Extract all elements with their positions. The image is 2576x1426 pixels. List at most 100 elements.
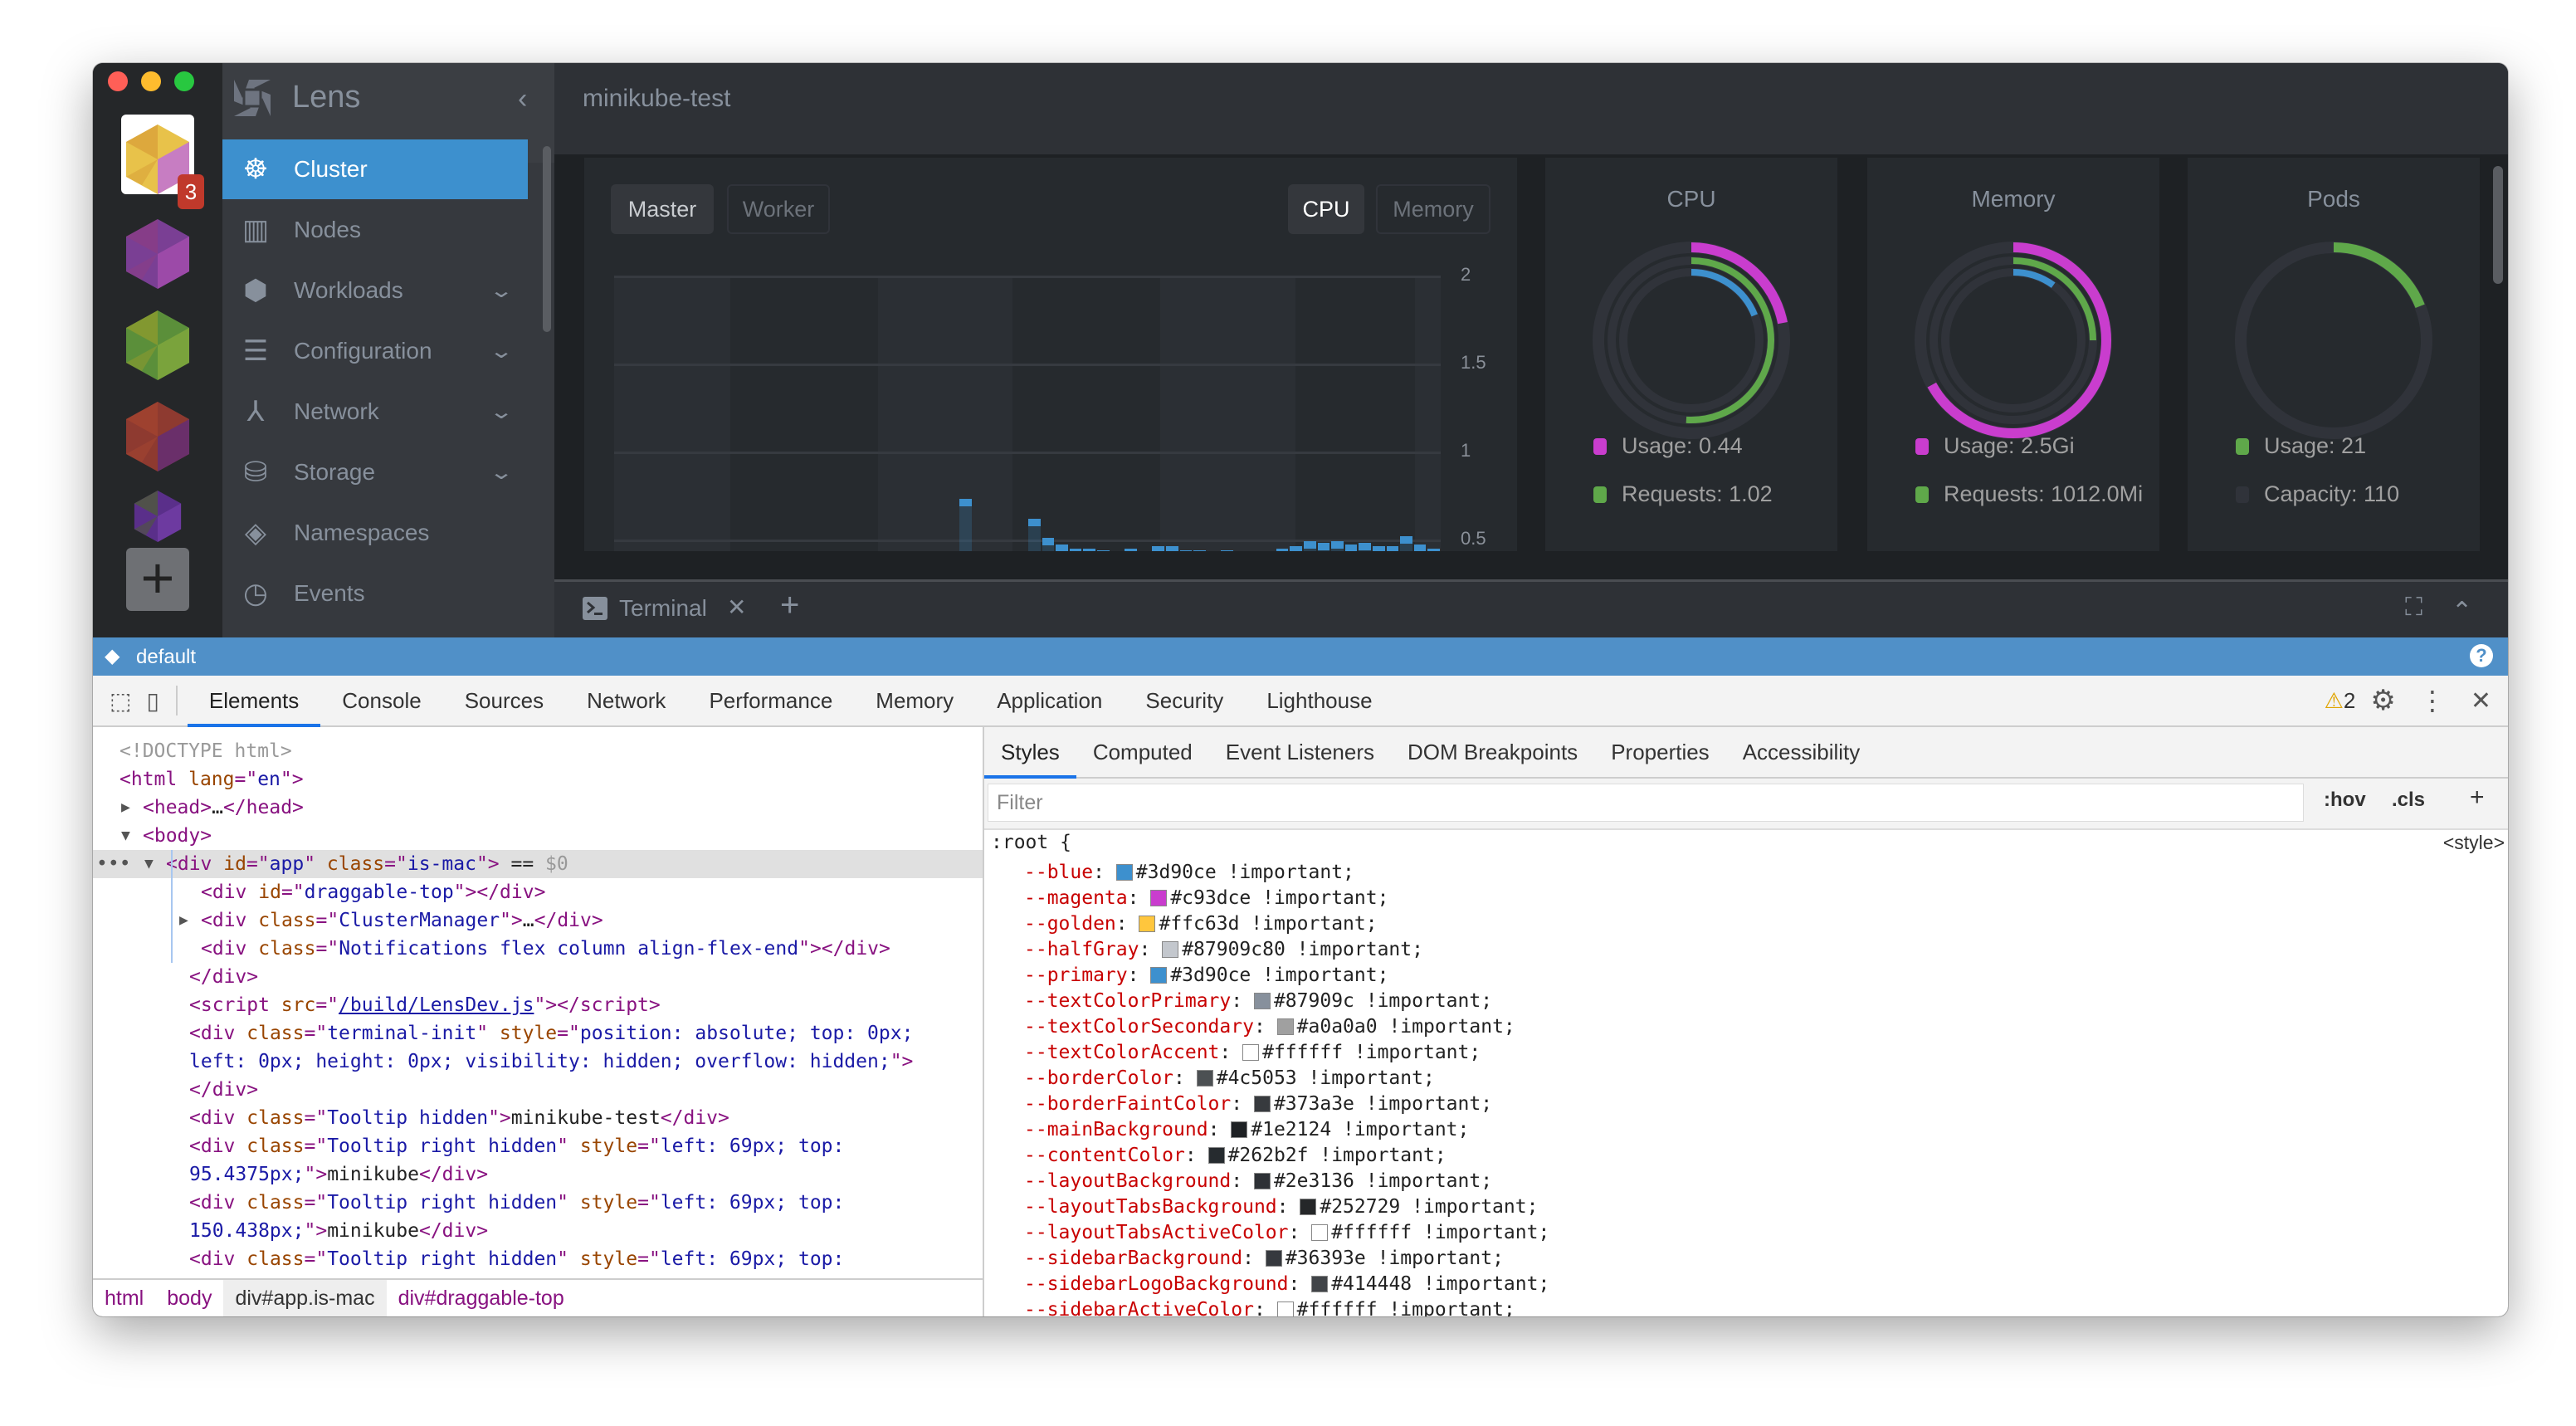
terminal-tab[interactable]: Terminal	[619, 595, 707, 621]
dom-node-line[interactable]: <div class="Tooltip right hidden" style=…	[93, 1189, 983, 1217]
maximize-window-button[interactable]	[174, 71, 194, 91]
css-property[interactable]: --textColorPrimary: #87909c !important;	[1024, 989, 1492, 1014]
sidebar-scrollbar[interactable]	[543, 146, 551, 332]
breadcrumb-item[interactable]: div#draggable-top	[398, 1287, 564, 1310]
chevron-down-icon[interactable]: ⌄	[488, 400, 515, 423]
styles-subtab-event-listeners[interactable]: Event Listeners	[1225, 740, 1374, 764]
css-property[interactable]: --layoutTabsActiveColor: #ffffff !import…	[1024, 1220, 1549, 1246]
property-name[interactable]: --mainBackground	[1024, 1119, 1208, 1140]
devtools-tab-network[interactable]: Network	[587, 688, 666, 713]
new-style-rule-button[interactable]: +	[2470, 784, 2485, 811]
more-options-icon[interactable]: ⋮	[2418, 686, 2446, 715]
dom-node-line[interactable]: <div class="terminal-init" style="positi…	[93, 1019, 983, 1048]
property-name[interactable]: --borderFaintColor	[1024, 1093, 1232, 1115]
property-value[interactable]: #c93dce	[1170, 887, 1251, 909]
css-property[interactable]: --sidebarLogoBackground: #414448 !import…	[1024, 1272, 1549, 1297]
sidebar-item-configuration[interactable]: ☰ Configuration ⌄	[222, 321, 528, 381]
color-swatch[interactable]	[1311, 1276, 1329, 1292]
styles-subtab-properties[interactable]: Properties	[1611, 740, 1710, 764]
styles-subtab-dom-breakpoints[interactable]: DOM Breakpoints	[1408, 740, 1578, 764]
collapse-triangle-icon[interactable]: ▼	[121, 827, 130, 844]
dom-node-line[interactable]: <div class="Tooltip hidden">minikube-tes…	[93, 1104, 983, 1132]
css-property[interactable]: --sidebarBackground: #36393e !important;	[1024, 1246, 1504, 1272]
color-swatch[interactable]	[1253, 1096, 1271, 1112]
close-terminal-icon[interactable]: ✕	[727, 594, 747, 620]
dom-node-line[interactable]: </div>	[93, 1076, 983, 1104]
inspect-element-icon[interactable]: ⬚	[110, 687, 132, 714]
expand-triangle-icon[interactable]: ▶	[121, 798, 130, 816]
property-name[interactable]: --sidebarLogoBackground	[1024, 1273, 1289, 1295]
color-swatch[interactable]	[1196, 1070, 1213, 1087]
close-devtools-icon[interactable]: ✕	[2470, 686, 2491, 715]
property-name[interactable]: --primary	[1024, 965, 1128, 986]
property-value[interactable]: #1e2124	[1251, 1119, 1332, 1140]
add-terminal-icon[interactable]: +	[780, 587, 800, 623]
warning-count[interactable]: 2	[2343, 687, 2356, 713]
fullscreen-icon[interactable]: ⛶	[2405, 593, 2422, 621]
css-property[interactable]: --sidebarActiveColor: #ffffff !important…	[1024, 1297, 1515, 1316]
color-swatch[interactable]	[1311, 1224, 1329, 1241]
property-name[interactable]: --sidebarBackground	[1024, 1248, 1243, 1269]
master-tab[interactable]: Master	[611, 184, 714, 234]
dom-node-line[interactable]: <div class="Tooltip right hidden" style=…	[93, 1132, 983, 1160]
css-property[interactable]: --borderColor: #4c5053 !important;	[1024, 1066, 1435, 1091]
styles-subtab-styles[interactable]: Styles	[984, 727, 1076, 779]
dom-node-line[interactable]: <html lang="en">	[93, 765, 983, 794]
color-swatch[interactable]	[1115, 864, 1133, 881]
devtools-tab-sources[interactable]: Sources	[464, 688, 544, 713]
property-name[interactable]: --magenta	[1024, 887, 1128, 909]
dom-node-line[interactable]: <div class="Notifications flex column al…	[93, 935, 983, 963]
breadcrumb-item[interactable]: html	[105, 1287, 144, 1310]
css-property[interactable]: --textColorSecondary: #a0a0a0 !important…	[1024, 1014, 1515, 1040]
devtools-tab-application[interactable]: Application	[997, 688, 1103, 713]
chevron-down-icon[interactable]: ⌄	[488, 461, 515, 484]
dom-node-line[interactable]: <!DOCTYPE html>	[93, 737, 983, 765]
color-swatch[interactable]	[1208, 1147, 1225, 1164]
css-property[interactable]: --layoutTabsBackground: #252729 !importa…	[1024, 1194, 1538, 1220]
breadcrumb-item[interactable]: div#app.is-mac	[223, 1280, 387, 1316]
sidebar-item-events[interactable]: ◷ Events	[222, 564, 528, 623]
property-value[interactable]: #ffc63d	[1159, 913, 1240, 935]
css-property[interactable]: --borderFaintColor: #373a3e !important;	[1024, 1091, 1492, 1117]
cluster-icon-violet[interactable]	[120, 488, 196, 545]
sidebar-item-storage[interactable]: ⛁ Storage ⌄	[222, 442, 528, 502]
css-property[interactable]: --contentColor: #262b2f !important;	[1024, 1143, 1447, 1169]
dom-node-line[interactable]: </div>	[93, 963, 983, 991]
content-scrollbar[interactable]	[2493, 166, 2503, 284]
property-name[interactable]: --contentColor	[1024, 1145, 1185, 1166]
sidebar-item-network[interactable]: ⅄ Network ⌄	[222, 382, 528, 442]
property-value[interactable]: #ffffff	[1331, 1222, 1412, 1243]
property-value[interactable]: #87909c	[1273, 990, 1354, 1012]
color-swatch[interactable]	[1231, 1121, 1248, 1138]
chart-bar[interactable]	[959, 499, 972, 551]
dom-node-line[interactable]: <div class="Tooltip right hidden" style=…	[93, 1245, 983, 1273]
color-swatch[interactable]	[1150, 890, 1168, 906]
property-value[interactable]: #252729	[1320, 1196, 1401, 1218]
breadcrumb-item[interactable]: body	[167, 1287, 212, 1310]
cpu-metric-tab[interactable]: CPU	[1288, 184, 1364, 234]
chevron-down-icon[interactable]: ⌄	[488, 279, 515, 302]
styles-subtab-computed[interactable]: Computed	[1092, 740, 1193, 764]
sidebar-item-cluster[interactable]: ☸ Cluster	[222, 139, 528, 199]
color-swatch[interactable]	[1300, 1199, 1317, 1215]
dom-node-line[interactable]: ••• ▼ <div id="app" class="is-mac"> == $0	[93, 850, 983, 878]
property-name[interactable]: --textColorSecondary	[1024, 1016, 1254, 1038]
property-name[interactable]: --halfGray	[1024, 939, 1139, 960]
hover-state-toggle[interactable]: :hov	[2324, 789, 2366, 811]
property-value[interactable]: #4c5053	[1216, 1067, 1297, 1089]
devtools-tab-lighthouse[interactable]: Lighthouse	[1266, 688, 1373, 713]
color-swatch[interactable]	[1162, 941, 1179, 958]
help-icon[interactable]: ?	[2470, 644, 2493, 667]
memory-metric-tab[interactable]: Memory	[1376, 184, 1490, 234]
dom-node-line[interactable]: left: 0px; height: 0px; visibility: hidd…	[93, 1048, 983, 1076]
color-swatch[interactable]	[1276, 1301, 1294, 1316]
chart-bar[interactable]	[1028, 518, 1041, 551]
cluster-icon-red[interactable]	[120, 398, 196, 475]
property-name[interactable]: --borderColor	[1024, 1067, 1174, 1089]
cluster-icon-green[interactable]	[120, 307, 196, 383]
dom-node-line[interactable]: <script src="/build/LensDev.js"></script…	[93, 991, 983, 1019]
sidebar-item-nodes[interactable]: ▥ Nodes	[222, 200, 528, 260]
styles-filter-input[interactable]	[988, 784, 2304, 822]
color-swatch[interactable]	[1242, 1044, 1260, 1061]
css-property[interactable]: --textColorAccent: #ffffff !important;	[1024, 1040, 1481, 1066]
